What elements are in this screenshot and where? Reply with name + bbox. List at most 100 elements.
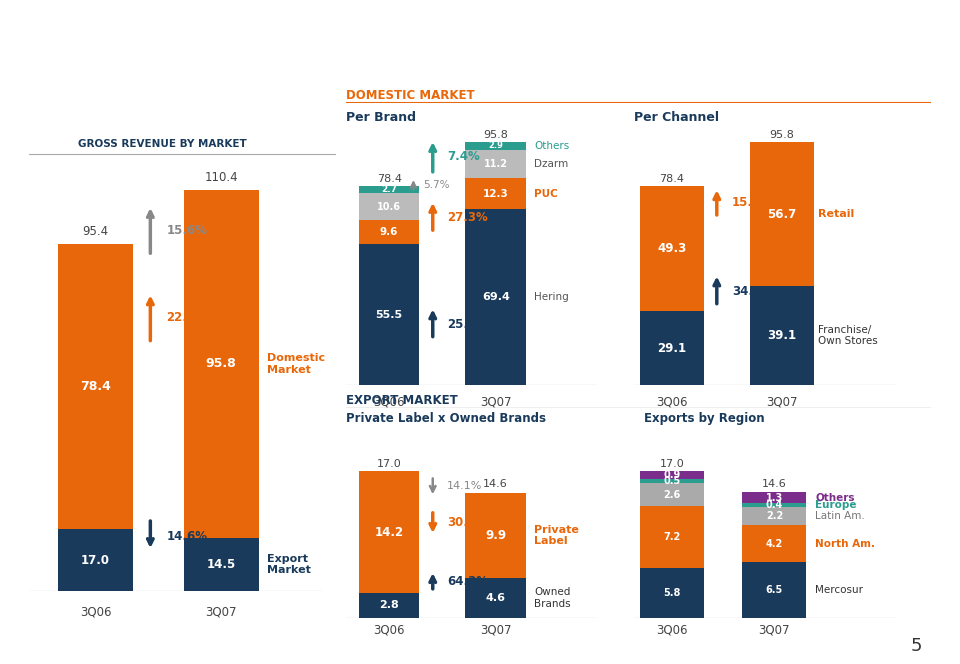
Bar (183, 539, 258, 591)
Text: 9.6: 9.6 (380, 227, 398, 237)
Bar (750, 286, 814, 385)
Bar (742, 507, 806, 525)
Text: ✈: ✈ (878, 25, 898, 45)
Text: 12.3: 12.3 (483, 189, 509, 199)
Text: 3Q07: 3Q07 (758, 623, 790, 637)
Text: 78.4: 78.4 (376, 174, 401, 184)
Text: 2.6: 2.6 (663, 489, 681, 499)
Bar (359, 471, 420, 594)
Text: 4.6: 4.6 (486, 593, 506, 603)
Text: Latin Am.: Latin Am. (815, 511, 865, 521)
Text: 17.0: 17.0 (377, 459, 401, 469)
Bar (466, 149, 526, 178)
Bar (640, 479, 704, 483)
Text: Dzarm: Dzarm (535, 159, 568, 169)
Text: 14.6: 14.6 (762, 479, 787, 489)
Bar (359, 220, 420, 244)
Text: EXPORT MARKET: EXPORT MARKET (346, 394, 457, 408)
Bar (466, 493, 526, 578)
Text: Europe: Europe (815, 500, 857, 510)
Text: Others: Others (535, 141, 569, 151)
Text: 17.0: 17.0 (81, 554, 110, 566)
Text: DOMESTIC MARKET: DOMESTIC MARKET (346, 89, 474, 102)
Text: Mercosur: Mercosur (815, 584, 863, 594)
Text: 3Q07: 3Q07 (766, 395, 798, 408)
Bar (742, 525, 806, 562)
Text: 2.8: 2.8 (379, 600, 399, 610)
Bar (742, 492, 806, 503)
Text: 14.1%: 14.1% (447, 481, 483, 491)
Text: 49.3: 49.3 (658, 242, 686, 256)
Text: 7.2: 7.2 (663, 532, 681, 542)
Text: 95.8: 95.8 (483, 129, 508, 139)
Bar (640, 483, 704, 506)
Text: 15.6%: 15.6% (166, 224, 207, 237)
Text: 2.2: 2.2 (766, 511, 783, 521)
Text: 3Q07: 3Q07 (205, 606, 237, 619)
Text: 69.4: 69.4 (482, 292, 510, 302)
Text: 39.1: 39.1 (767, 329, 797, 342)
Bar (466, 142, 526, 149)
Bar (466, 178, 526, 209)
Text: Gross Revenue - R$ MM: Gross Revenue - R$ MM (19, 29, 298, 48)
Bar (640, 311, 704, 385)
Text: 14.6: 14.6 (483, 479, 508, 489)
Bar (466, 209, 526, 385)
Bar (640, 568, 704, 618)
Text: North Am.: North Am. (815, 539, 876, 548)
Text: Hering: Hering (535, 292, 569, 302)
Text: 15.0%: 15.0% (732, 196, 773, 209)
Text: 10.6: 10.6 (377, 202, 401, 212)
Text: 17.0: 17.0 (660, 459, 684, 469)
Text: 95.4: 95.4 (83, 225, 108, 238)
Text: Others: Others (815, 493, 854, 503)
Text: 78.4: 78.4 (80, 380, 111, 393)
Text: Franchise/
Own Stores: Franchise/ Own Stores (818, 325, 877, 347)
Text: Per Brand: Per Brand (346, 112, 416, 124)
Text: Per Channel: Per Channel (634, 112, 719, 124)
Bar (359, 193, 420, 220)
Text: 25.1%: 25.1% (447, 318, 488, 331)
Text: 6.5: 6.5 (766, 584, 783, 594)
Text: 14.5: 14.5 (206, 558, 236, 571)
Text: 0.4: 0.4 (766, 500, 783, 510)
Text: 0.9: 0.9 (663, 470, 681, 480)
Text: 27.3%: 27.3% (447, 211, 488, 224)
Bar (59, 244, 133, 529)
Text: 0.5: 0.5 (663, 476, 681, 486)
Text: 34.4%: 34.4% (732, 285, 773, 298)
Text: 30.3%: 30.3% (447, 517, 488, 529)
Text: Private Label x Owned Brands: Private Label x Owned Brands (346, 412, 545, 425)
Text: 55.5: 55.5 (375, 310, 403, 320)
Text: 2.9: 2.9 (489, 141, 503, 151)
Text: 2.7: 2.7 (381, 185, 397, 195)
Text: Export
Market: Export Market (267, 554, 310, 576)
Text: Private
Label: Private Label (535, 525, 579, 546)
Text: 3Q07: 3Q07 (480, 623, 512, 637)
Text: 95.8: 95.8 (770, 129, 795, 139)
Text: 110.4: 110.4 (204, 171, 238, 184)
Text: Domestic
Market: Domestic Market (267, 353, 324, 374)
Text: 5.8: 5.8 (663, 588, 681, 598)
Text: 5: 5 (910, 637, 922, 655)
Bar (640, 506, 704, 568)
Text: 4.2: 4.2 (766, 539, 783, 548)
Text: PUC: PUC (535, 189, 558, 199)
Bar (742, 562, 806, 618)
Text: 3Q06: 3Q06 (657, 395, 687, 408)
Text: 3Q06: 3Q06 (373, 623, 405, 637)
Bar (640, 187, 704, 311)
Text: 5.7%: 5.7% (423, 180, 449, 190)
Text: GROSS REVENUE BY MARKET: GROSS REVENUE BY MARKET (78, 139, 247, 149)
Bar (359, 244, 420, 385)
Bar (183, 189, 258, 539)
Text: 14.2: 14.2 (374, 526, 404, 539)
Text: 3Q06: 3Q06 (657, 623, 687, 637)
Bar (640, 471, 704, 479)
Text: 3Q06: 3Q06 (80, 606, 111, 619)
Text: Retail: Retail (818, 209, 854, 219)
Text: 11.2: 11.2 (484, 159, 508, 169)
Text: 3Q06: 3Q06 (373, 395, 405, 408)
Text: 95.8: 95.8 (205, 357, 236, 371)
Text: Owned
Brands: Owned Brands (535, 587, 571, 608)
